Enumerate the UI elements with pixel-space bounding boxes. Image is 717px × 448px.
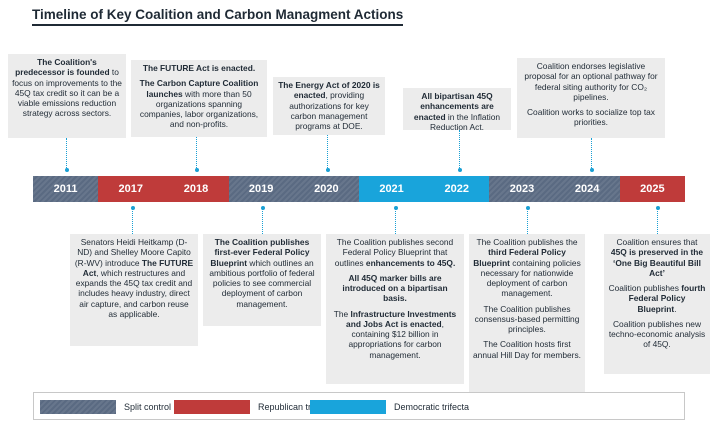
connector-2018 bbox=[196, 137, 197, 170]
event-card-2025: Coalition ensures that 45Q is preserved … bbox=[604, 234, 710, 374]
legend-swatch-split bbox=[40, 400, 116, 414]
event-2025-highlight-2: fourth Federal Policy Blueprint bbox=[628, 283, 706, 314]
event-2023-text-1b: containing policies necessary for nation… bbox=[480, 257, 581, 299]
year-label-2017: 2017 bbox=[118, 183, 144, 195]
event-2018-highlight-2: The Carbon Capture Coalition launches bbox=[139, 78, 259, 99]
event-card-2021: The Coalition publishes second Federal P… bbox=[326, 234, 464, 384]
event-2021-highlight-2: All 45Q marker bills are introduced on a… bbox=[342, 272, 448, 304]
timeline-segment-republican: 2025 bbox=[619, 176, 685, 202]
connector-dot-2025 bbox=[655, 206, 660, 210]
timeline-segment-democratic: 2021 2022 bbox=[358, 176, 490, 202]
connector-2025 bbox=[657, 208, 658, 234]
event-2025-text-2b: . bbox=[674, 303, 677, 314]
event-2020-text: , providing authorizations for key carbo… bbox=[289, 90, 369, 131]
event-2022-text: in the Inflation Reduction Act. bbox=[429, 111, 501, 132]
event-2017-text-b: , which restructures and expands the 45Q… bbox=[75, 267, 193, 319]
event-2017-highlight: The FUTURE Act bbox=[82, 257, 194, 278]
event-2017-text-a: Senators Heidi Heitkamp (D-ND) and Shell… bbox=[74, 237, 191, 268]
event-2018-highlight-1: The FUTURE Act is enacted. bbox=[142, 63, 256, 73]
connector-2020 bbox=[327, 135, 328, 170]
legend-label-republican: Republican trifecta bbox=[258, 402, 333, 412]
event-card-2023: The Coalition publishes the third Federa… bbox=[469, 234, 585, 394]
year-label-2022: 2022 bbox=[444, 183, 470, 195]
timeline-segment-split: 2011 bbox=[33, 176, 99, 202]
event-2020-highlight: The Energy Act of 2020 is enacted bbox=[278, 80, 380, 101]
event-2011-highlight: The Coalition's predecessor is founded bbox=[15, 57, 110, 78]
event-card-2011: The Coalition's predecessor is founded t… bbox=[8, 54, 126, 138]
timeline-segment-republican: 2017 2018 bbox=[98, 176, 229, 202]
connector-dot-2019 bbox=[260, 206, 265, 210]
connector-dot-2011 bbox=[64, 168, 69, 172]
legend-item-democratic: Democratic trifecta bbox=[310, 400, 469, 414]
year-label-2018: 2018 bbox=[183, 183, 209, 195]
connector-dot-2024 bbox=[589, 168, 594, 172]
event-2025-highlight-1: 45Q is preserved in the ‘One Big Beautif… bbox=[610, 247, 704, 278]
legend-item-split: Split control bbox=[40, 400, 171, 414]
event-2025-text-2a: Coalition publishes bbox=[608, 283, 682, 293]
event-2018-text: with more than 50 organizations spanning… bbox=[139, 88, 259, 130]
connector-dot-2023 bbox=[525, 206, 530, 210]
connector-dot-2022 bbox=[457, 168, 462, 172]
connector-2021 bbox=[395, 208, 396, 234]
event-2025-text-3: Coalition publishes new techno-economic … bbox=[608, 318, 706, 350]
year-label-2020: 2020 bbox=[314, 183, 339, 195]
event-2022-highlight: All bipartisan 45Q enhancements are enac… bbox=[413, 91, 494, 122]
event-2021-highlight-1: enhancements to 45Q. bbox=[365, 257, 456, 268]
year-label-2023: 2023 bbox=[509, 183, 535, 195]
page-title: Timeline of Key Coalition and Carbon Man… bbox=[32, 7, 404, 26]
event-2011-text: to focus on improvements to the 45Q tax … bbox=[12, 67, 122, 119]
event-2021-text-1: The Coalition publishes second Federal P… bbox=[334, 237, 454, 268]
event-2024-text-2: Coalition works to socialize top tax pri… bbox=[526, 107, 655, 128]
event-2023-text-3: The Coalition hosts first annual Hill Da… bbox=[473, 339, 581, 360]
year-label-2011: 2011 bbox=[53, 183, 78, 195]
event-2021-highlight-3: Infrastructure Investments and Jobs Act … bbox=[346, 308, 457, 329]
event-2023-highlight: third Federal Policy Blueprint bbox=[473, 247, 566, 268]
timeline-segment-split: 2019 2020 bbox=[228, 176, 359, 202]
connector-dot-2017 bbox=[130, 206, 135, 210]
event-card-2017: Senators Heidi Heitkamp (D-ND) and Shell… bbox=[70, 234, 198, 346]
legend-label-split: Split control bbox=[124, 402, 172, 412]
year-label-2025: 2025 bbox=[640, 183, 665, 195]
legend: Split control Republican trifecta Democrat… bbox=[33, 392, 685, 420]
timeline-segment-split: 2023 2024 bbox=[489, 176, 620, 202]
year-label-2019: 2019 bbox=[248, 183, 274, 195]
event-card-2019: The Coalition publishes first-ever Feder… bbox=[203, 234, 321, 326]
year-label-2024: 2024 bbox=[574, 183, 600, 195]
event-2023-text-2: The Coalition publishes consensus-based … bbox=[474, 303, 580, 335]
connector-2011 bbox=[66, 138, 67, 170]
event-2021-text-3a: The bbox=[333, 308, 351, 319]
connector-dot-2020 bbox=[325, 168, 330, 172]
connector-2023 bbox=[527, 208, 528, 234]
event-card-2020: The Energy Act of 2020 is enacted, provi… bbox=[273, 77, 385, 135]
connector-dot-2018 bbox=[194, 168, 199, 172]
event-2019-text: which outlines an ambitious portfolio of… bbox=[209, 257, 315, 309]
event-card-2018: The FUTURE Act is enacted. The Carbon Ca… bbox=[131, 60, 267, 137]
event-card-2024: Coalition endorses legislative proposal … bbox=[517, 58, 665, 138]
event-2024-text-1: Coalition endorses legislative proposal … bbox=[524, 61, 658, 102]
event-2025-text-1a: Coalition ensures that bbox=[616, 237, 698, 247]
connector-2024 bbox=[591, 138, 592, 170]
event-2023-text-1a: The Coalition publishes the bbox=[476, 237, 578, 247]
event-2021-text-3b: , containing $12 billion in appropriatio… bbox=[348, 318, 444, 360]
timeline-bar: 2011 2017 2018 2019 2020 2021 2022 2023 2024 2025 bbox=[33, 176, 685, 202]
connector-2019 bbox=[262, 208, 263, 234]
legend-label-democratic: Democratic trifecta bbox=[394, 402, 470, 412]
legend-swatch-republican bbox=[174, 400, 250, 414]
connector-2022 bbox=[459, 130, 460, 170]
legend-item-republican: Republican trifecta bbox=[174, 400, 333, 414]
event-card-2022: All bipartisan 45Q enhancements are enac… bbox=[403, 88, 511, 132]
connector-2017 bbox=[132, 208, 133, 234]
year-label-2021: 2021 bbox=[379, 183, 404, 195]
event-2019-highlight: The Coalition publishes first-ever Feder… bbox=[210, 237, 310, 268]
connector-dot-2021 bbox=[393, 206, 398, 210]
legend-swatch-democratic bbox=[310, 400, 386, 414]
